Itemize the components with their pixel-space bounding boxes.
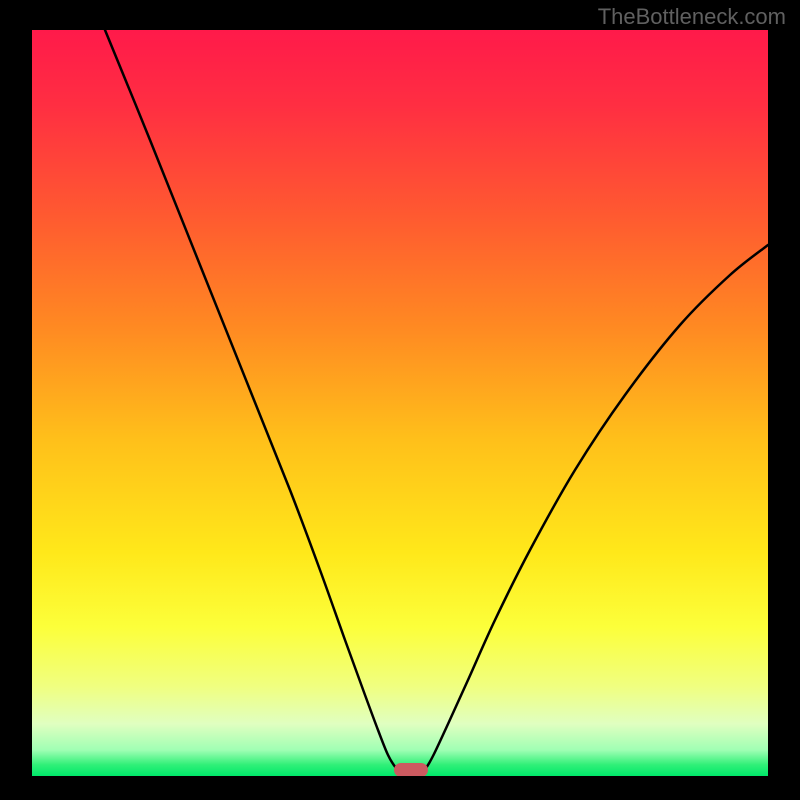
chart-svg <box>0 0 800 800</box>
frame-right <box>768 0 800 800</box>
chart-container: TheBottleneck.com <box>0 0 800 800</box>
watermark-text: TheBottleneck.com <box>598 4 786 30</box>
frame-left <box>0 0 32 800</box>
minimum-marker <box>394 763 428 777</box>
frame-bottom <box>0 776 800 800</box>
plot-background <box>32 30 768 776</box>
